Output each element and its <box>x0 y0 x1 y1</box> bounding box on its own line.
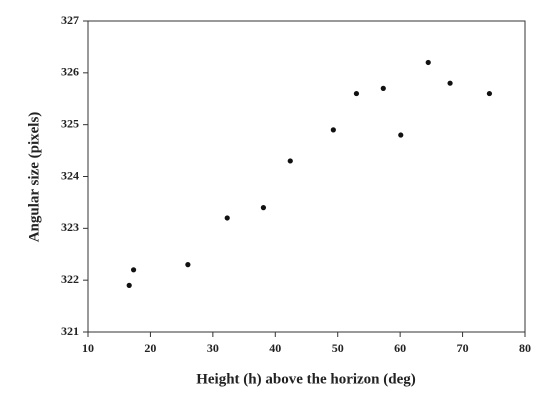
x-tick-label: 30 <box>207 341 219 355</box>
data-point <box>130 267 137 273</box>
data-point <box>224 215 230 221</box>
data-point <box>425 59 431 66</box>
y-tick-label: 323 <box>61 220 79 234</box>
data-point <box>287 158 293 164</box>
x-tick-label: 20 <box>144 341 156 355</box>
data-point <box>353 90 360 97</box>
x-tick-label: 50 <box>332 341 344 355</box>
data-point <box>398 132 404 138</box>
x-tick-label: 80 <box>519 341 531 355</box>
y-tick-label: 327 <box>61 13 79 27</box>
data-point <box>126 282 132 288</box>
data-point <box>486 90 493 97</box>
y-axis-label: Angular size (pixels) <box>26 112 42 243</box>
x-tick-label: 40 <box>269 341 281 355</box>
y-tick-label: 322 <box>61 272 79 286</box>
data-point <box>260 205 267 211</box>
x-tick-label: 60 <box>394 341 406 355</box>
y-tick-label: 321 <box>61 324 79 338</box>
data-point <box>185 262 191 268</box>
y-tick-label: 324 <box>61 168 79 182</box>
data-point <box>330 127 336 133</box>
x-axis-label: Height (h) above the horizon (deg) <box>196 371 416 387</box>
plot-frame <box>87 20 526 333</box>
x-tick-label: 10 <box>82 341 94 355</box>
data-point <box>447 80 453 86</box>
data-point <box>380 85 386 91</box>
y-tick-label: 325 <box>61 116 79 130</box>
y-tick-label: 326 <box>61 65 79 79</box>
x-tick-label: 70 <box>457 341 469 355</box>
